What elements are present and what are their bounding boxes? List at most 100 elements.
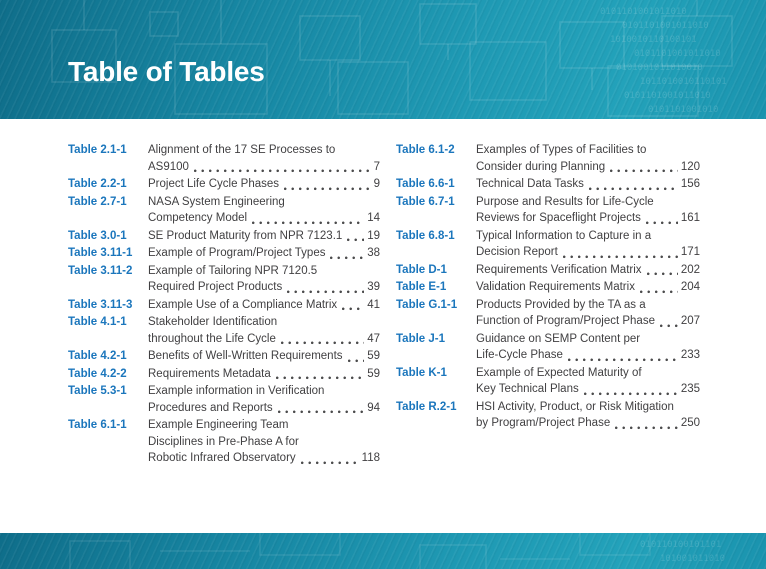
toc-entry-description: Example information in Verification Proce…: [148, 383, 380, 416]
toc-entry-description: Stakeholder Identification throughout the…: [148, 314, 380, 347]
dot-leader: [284, 186, 371, 191]
svg-text:1011010010110101: 1011010010110101: [640, 77, 727, 87]
toc-entry-text: Decision Report: [476, 246, 558, 258]
toc-entry-line: Guidance on SEMP Content per: [476, 332, 641, 345]
page-number: 38: [367, 247, 380, 259]
toc-entry-line: SE Product Maturity from NPR 7123.1 19: [148, 228, 380, 245]
table-number-label: Table E-1: [396, 281, 447, 293]
toc-entry: Table 6.1-2 Examples of Types of Faciliti…: [396, 142, 700, 175]
toc-entry-description: HSI Activity, Product, or Risk Mitigatio…: [476, 399, 700, 432]
toc-entry: Table 6.6-1 Technical Data Tasks 156: [396, 176, 700, 193]
toc-entry-line: Competency Model 14: [148, 210, 380, 227]
toc-entry-text: Competency Model: [148, 212, 248, 224]
toc-column-right: Table 6.1-2 Examples of Types of Faciliti…: [396, 142, 700, 468]
table-number-label: Table 3.11-3: [68, 298, 133, 311]
toc-entry-line: Products Provided by the TA as a: [476, 298, 646, 311]
svg-text:010110100101101: 010110100101101: [640, 540, 721, 550]
toc-entry: Table 6.1-1 Example Engineering Team Disci…: [68, 417, 380, 467]
dot-leader: [615, 425, 678, 430]
table-number-label: Table 4.1-1: [68, 316, 127, 328]
toc-entry-text: Consider during Planning: [476, 160, 606, 173]
toc-entry-description: Requirements Verification Matrix 202: [476, 262, 700, 279]
dot-leader: [659, 323, 678, 328]
dot-leader: [646, 272, 678, 276]
page-number: 19: [367, 229, 380, 242]
toc-entry: Table 2.1-1 Alignment of the 17 SE Proces…: [68, 142, 380, 175]
table-number-label: Table 5.3-1: [68, 385, 127, 397]
toc-entry-text: Reviews for Spaceflight Projects: [476, 212, 641, 224]
toc-entry: Table 4.1-1 Stakeholder Identification thr…: [68, 314, 380, 347]
toc-entry-line: Validation Requirements Matrix 204: [476, 279, 700, 296]
dot-leader: [645, 220, 678, 225]
table-number-label: Table 3.0-1: [68, 229, 127, 242]
toc-entry: Table 2.7-1 NASA System Engineering Compet…: [68, 194, 380, 227]
page-header-banner: 0101101001011010 0101101001011010 101001…: [0, 0, 766, 119]
dot-leader: [277, 410, 365, 414]
toc-entry-text: Life-Cycle Phase: [476, 349, 563, 361]
toc-entry-line: by Program/Project Phase 250: [476, 415, 700, 432]
dot-leader: [567, 357, 678, 362]
toc-entry: Table 3.0-1 SE Product Maturity from NPR …: [68, 228, 380, 245]
dot-leader: [610, 169, 678, 173]
dot-leader: [287, 289, 365, 294]
toc-entry-line: Example of Expected Maturity of: [476, 366, 642, 379]
toc-entry-text: Robotic Infrared Observatory: [148, 452, 296, 464]
toc-entry-line: Procedures and Reports 94: [148, 400, 380, 417]
toc-entry-line: AS9100 7: [148, 159, 380, 176]
toc-entry-description: Example Engineering Team Disciplines in P…: [148, 417, 380, 467]
page-number: 39: [367, 281, 380, 293]
toc-entry-text: AS9100: [148, 160, 189, 173]
toc-entry-description: Guidance on SEMP Content per Life-Cycle P…: [476, 331, 700, 364]
toc-entry-line: Requirements Metadata 59: [148, 366, 380, 383]
dot-leader: [300, 460, 359, 465]
dot-leader: [275, 376, 365, 380]
svg-text:101001011010: 101001011010: [660, 554, 725, 564]
toc-entry-line: Example of Program/Project Types 38: [148, 245, 380, 262]
toc-entry-line: Function of Program/Project Phase 207: [476, 313, 700, 330]
dot-leader: [639, 289, 678, 294]
toc-entry-description: Alignment of the 17 SE Processes to AS910…: [148, 142, 380, 175]
toc-entry: Table G.1-1 Products Provided by the TA a…: [396, 297, 700, 330]
page-number: 204: [680, 281, 700, 293]
dot-leader: [562, 254, 678, 259]
toc-entry-line: Typical Information to Capture in a: [476, 229, 652, 242]
svg-text:0101101001011010: 0101101001011010: [624, 91, 711, 101]
toc-entry-line: NASA System Engineering: [148, 195, 285, 208]
table-number-label: Table 6.8-1: [396, 229, 455, 242]
page-number: 233: [680, 349, 700, 361]
toc-entry: Table 4.2-1 Benefits of Well-Written Requ…: [68, 348, 380, 365]
table-number-label: Table 6.1-1: [68, 419, 127, 431]
toc-entry: Table K-1 Example of Expected Maturity of…: [396, 365, 700, 398]
toc-column-left: Table 2.1-1 Alignment of the 17 SE Proces…: [68, 142, 380, 468]
toc-entry-line: Project Life Cycle Phases 9: [148, 176, 380, 193]
toc-entry-text: Example of Program/Project Types: [148, 247, 326, 259]
toc-entry-line: Required Project Products 39: [148, 279, 380, 296]
page-number: 7: [373, 160, 380, 173]
toc-entry-description: Purpose and Results for Life-Cycle Review…: [476, 194, 700, 227]
toc-entry-line: Requirements Verification Matrix 202: [476, 262, 700, 279]
table-number-label: Table J-1: [396, 332, 445, 345]
page-number: 9: [373, 178, 380, 190]
toc-entry-text: Example Use of a Compliance Matrix: [148, 298, 338, 311]
toc-entry-line: throughout the Life Cycle 47: [148, 331, 380, 348]
toc-entry: Table 6.8-1 Typical Information to Captur…: [396, 228, 700, 261]
toc-entry-line: Robotic Infrared Observatory 118: [148, 450, 380, 467]
toc-entry-line: Key Technical Plans 235: [476, 381, 700, 398]
toc-entry-line: Stakeholder Identification: [148, 316, 278, 328]
toc-entry-line: Example Use of a Compliance Matrix 41: [148, 297, 380, 314]
toc-entry: Table 3.11-2 Example of Tailoring NPR 712…: [68, 263, 380, 296]
toc-entry-line: HSI Activity, Product, or Risk Mitigatio…: [476, 400, 674, 413]
table-number-label: Table 6.6-1: [396, 178, 455, 190]
toc-entry-text: Procedures and Reports: [148, 401, 273, 414]
toc-entry-description: Example Use of a Compliance Matrix 41: [148, 297, 380, 314]
toc-entry-description: Typical Information to Capture in a Decis…: [476, 228, 700, 261]
table-number-label: Table 4.2-1: [68, 350, 127, 362]
toc-entry-text: Requirements Verification Matrix: [476, 263, 642, 276]
page-number: 94: [367, 401, 380, 414]
table-number-label: Table G.1-1: [396, 298, 458, 311]
toc-entry-description: Project Life Cycle Phases 9: [148, 176, 380, 193]
page-number: 156: [680, 178, 700, 190]
toc-entry-line: Life-Cycle Phase 233: [476, 347, 700, 364]
toc-entry-text: Requirements Metadata: [148, 367, 271, 380]
